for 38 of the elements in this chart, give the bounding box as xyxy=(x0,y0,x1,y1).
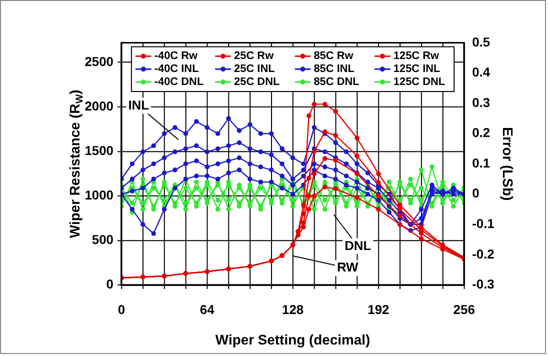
x-tick-label: 64 xyxy=(200,302,216,318)
legend-label: 25C Rw xyxy=(234,50,274,62)
x-tick-label: 0 xyxy=(118,302,126,318)
legend-label: 125C DNL xyxy=(393,76,446,88)
legend-label: 125C Rw xyxy=(393,50,440,62)
legend-label: 25C DNL xyxy=(234,76,280,88)
legend-label: 125C INL xyxy=(393,63,441,76)
y2-tick-label: 0 xyxy=(472,186,480,201)
x-tick-label: 256 xyxy=(453,302,475,318)
legend-label: 85C DNL xyxy=(314,76,360,88)
y2-tick-label: -0.3 xyxy=(472,276,494,292)
annotation: INL xyxy=(128,97,150,112)
annotation: RW xyxy=(336,260,360,275)
y-axis-title: Wiper Resistance (RW) xyxy=(66,90,86,238)
y2-tick-label: 0.1 xyxy=(472,155,490,170)
y-tick-label: 1000 xyxy=(84,188,114,202)
y-tick-label: 500 xyxy=(92,232,114,248)
y2-tick-label: -0.1 xyxy=(472,216,494,231)
y2-tick-label: 0.2 xyxy=(472,125,490,140)
legend-label: -40C INL xyxy=(154,63,200,76)
y-tick-label: 2500 xyxy=(84,54,114,69)
legend-label: -40C Rw xyxy=(154,50,198,62)
y2-tick-label: -0.2 xyxy=(472,246,494,262)
x-tick-label: 192 xyxy=(368,302,390,318)
y-tick-label: 0 xyxy=(106,276,114,292)
y2-tick-label: 0.3 xyxy=(472,94,490,110)
x-tick-label: 128 xyxy=(282,302,304,318)
y2-tick-label: 0.4 xyxy=(472,64,491,80)
y-tick-label: 1500 xyxy=(84,142,114,158)
legend-label: 25C INL xyxy=(234,63,276,76)
legend-label: -40C DNL xyxy=(154,76,204,88)
y2-tick-label: 0.5 xyxy=(472,34,490,50)
legend-label: 85C INL xyxy=(314,63,355,76)
legend-label: 85C Rw xyxy=(314,50,354,62)
y2-axis-title: Error (LSb) xyxy=(500,127,516,201)
annotation: DNL xyxy=(344,238,372,253)
y-tick-label: 2000 xyxy=(84,98,114,114)
x-axis-title: Wiper Setting (decimal) xyxy=(215,332,370,348)
